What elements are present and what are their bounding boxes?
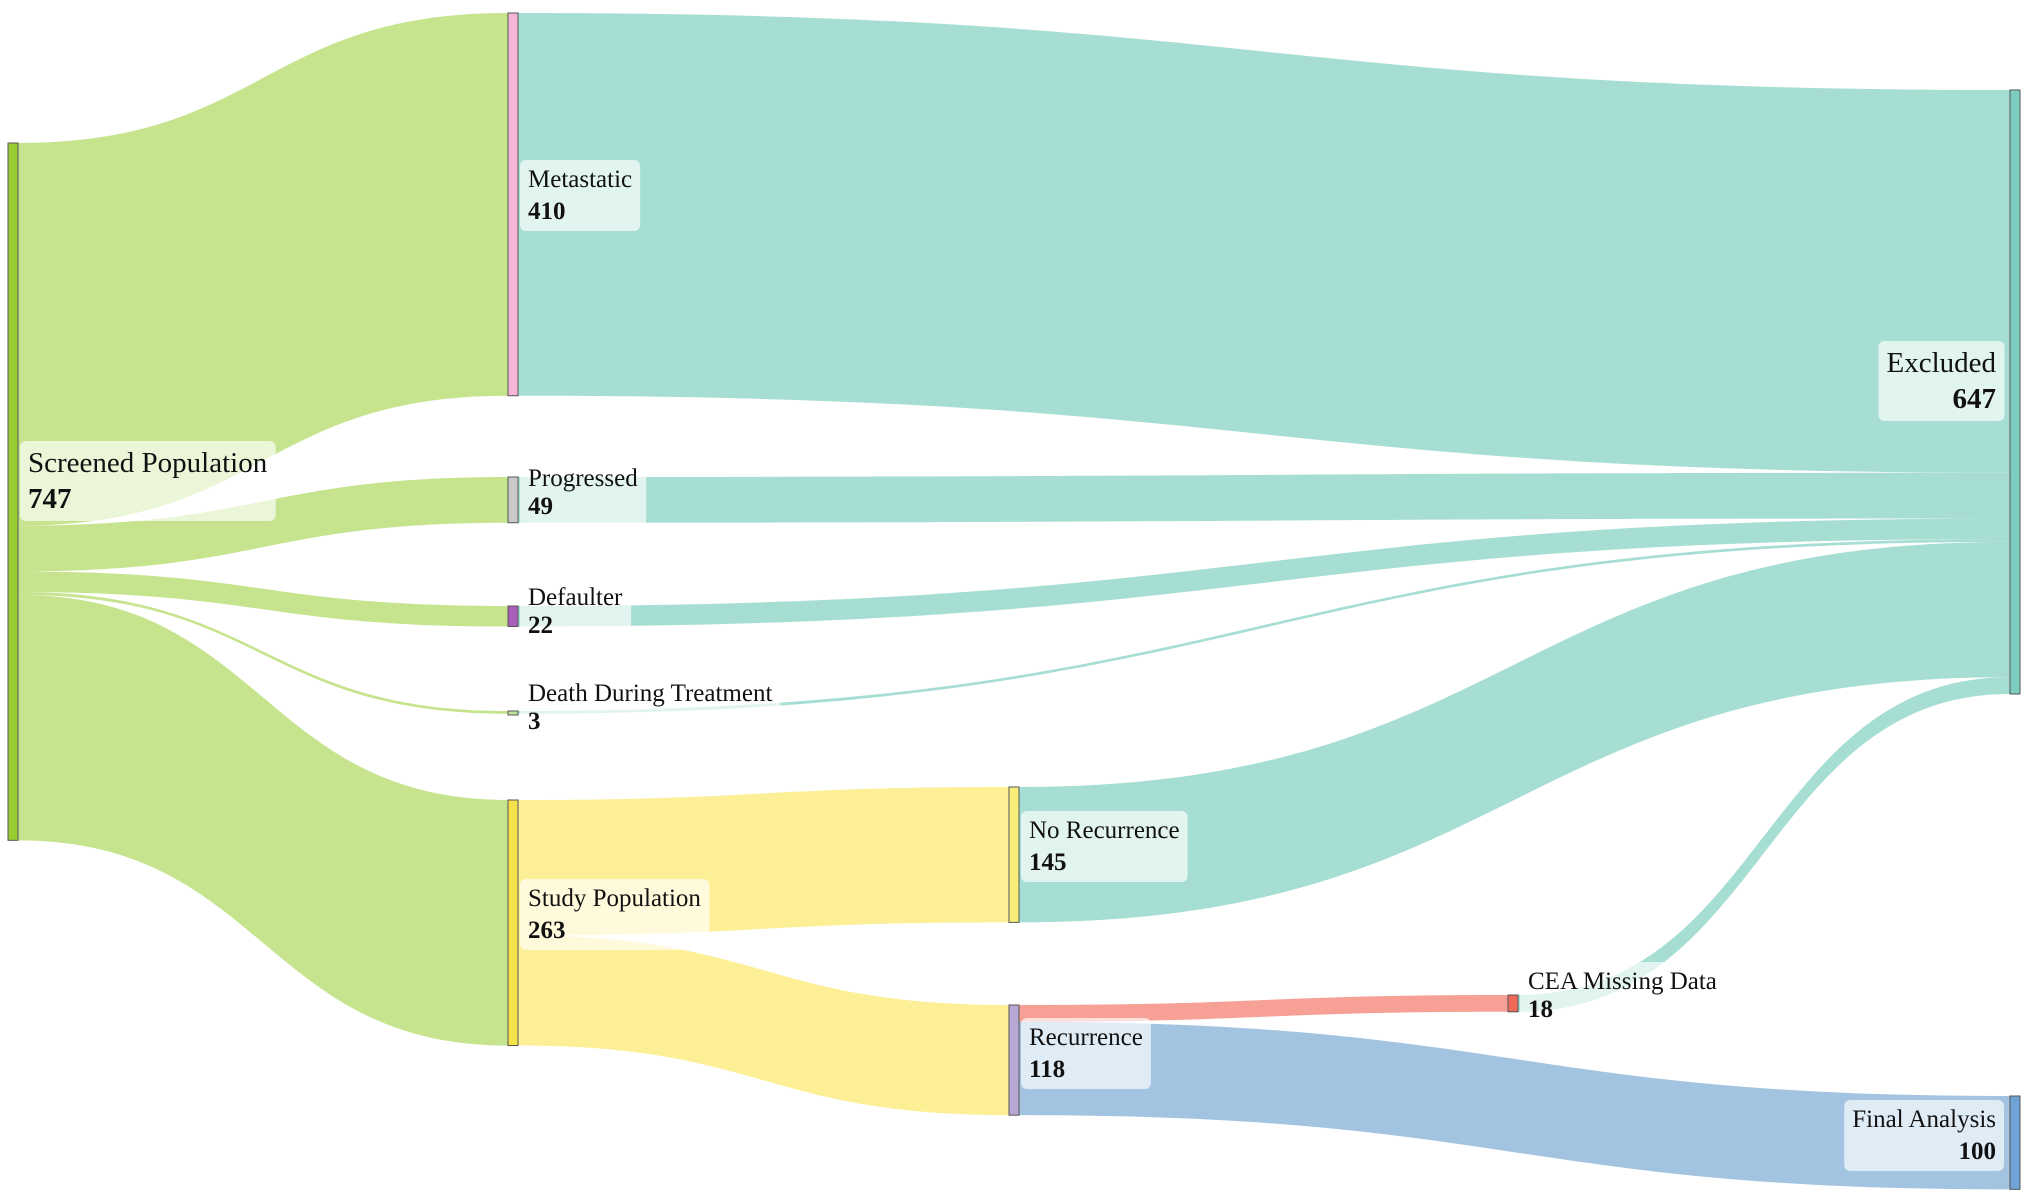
- link-screened-to-study: [18, 594, 508, 1046]
- node-value: 410: [528, 198, 566, 225]
- node-value: 18: [1528, 996, 1553, 1023]
- node-label-metastatic: Metastatic 410: [520, 160, 641, 231]
- link-recurrence-to-final: [1019, 1021, 2010, 1190]
- node-name: Final Analysis: [1852, 1106, 1996, 1133]
- node-label-no_recurrence: No Recurrence 145: [1021, 811, 1188, 882]
- node-name: Defaulter: [528, 584, 623, 611]
- node-name: Study Population: [528, 885, 701, 912]
- link-metastatic-to-excluded: [518, 13, 2010, 473]
- node-label-background: [520, 459, 647, 526]
- node-bar-metastatic[interactable]: [507, 12, 519, 397]
- node-label-background: [1878, 341, 2005, 421]
- node-name: Progressed: [528, 465, 638, 492]
- node-label-screened: Screened Population 747: [20, 441, 276, 521]
- node-name: Recurrence: [1029, 1024, 1143, 1051]
- node-label-recurrence: Recurrence 118: [1021, 1018, 1151, 1089]
- link-defaulter-to-excluded: [518, 518, 2010, 627]
- node-name: No Recurrence: [1029, 817, 1180, 844]
- node-label-background: [520, 674, 781, 741]
- node-label-final: Final Analysis 100: [1844, 1100, 2004, 1171]
- node-name: Excluded: [1886, 347, 1996, 379]
- node-bar-defaulter[interactable]: [507, 605, 519, 628]
- node-value: 647: [1953, 383, 1997, 415]
- link-no_recurrence-to-excluded: [1019, 541, 2010, 923]
- node-name: Metastatic: [528, 166, 632, 193]
- node-name: Death During Treatment: [528, 680, 772, 707]
- link-cea_missing-to-excluded: [1518, 677, 2010, 1012]
- sankey-links: [18, 13, 2010, 1190]
- node-name: CEA Missing Data: [1528, 968, 1717, 995]
- node-label-background: [520, 160, 641, 231]
- node-bar-recurrence[interactable]: [1008, 1004, 1020, 1116]
- node-value: 3: [528, 708, 541, 735]
- link-screened-to-metastatic: [18, 13, 508, 526]
- node-label-background: [520, 879, 710, 950]
- node-bar-screened[interactable]: [7, 142, 19, 841]
- node-bar-no_recurrence[interactable]: [1008, 786, 1020, 923]
- node-value: 22: [528, 612, 553, 639]
- link-screened-to-death: [18, 592, 508, 714]
- node-value: 100: [1959, 1138, 1997, 1165]
- node-name: Screened Population: [28, 447, 268, 479]
- link-progressed-to-excluded: [518, 472, 2010, 523]
- node-label-background: [520, 578, 632, 645]
- node-bar-progressed[interactable]: [507, 476, 519, 524]
- node-label-background: [20, 441, 276, 521]
- link-screened-to-defaulter: [18, 571, 508, 627]
- node-label-study: Study Population 263: [520, 879, 710, 950]
- node-value: 145: [1029, 849, 1067, 876]
- sankey-labels: Screened Population 747 Metastatic 410 Progr…: [20, 160, 2005, 1171]
- node-bar-study[interactable]: [507, 799, 519, 1047]
- node-value: 747: [28, 483, 72, 515]
- node-label-background: [1021, 1018, 1151, 1089]
- link-screened-to-progressed: [18, 477, 508, 572]
- node-value: 118: [1029, 1056, 1065, 1083]
- node-value: 49: [528, 493, 553, 520]
- node-label-background: [1520, 962, 1725, 1029]
- node-bar-cea_missing[interactable]: [1507, 994, 1519, 1013]
- node-value: 263: [528, 917, 566, 944]
- node-bar-final[interactable]: [2009, 1095, 2021, 1190]
- sankey-nodes: [7, 12, 2021, 1190]
- node-bar-excluded[interactable]: [2009, 89, 2021, 695]
- node-bar-death[interactable]: [507, 710, 519, 716]
- link-recurrence-to-cea_missing: [1019, 995, 1508, 1022]
- node-label-background: [1021, 811, 1188, 882]
- link-death-to-excluded: [518, 539, 2010, 714]
- node-label-excluded: Excluded 647: [1878, 341, 2005, 421]
- node-label-background: [1844, 1100, 2004, 1171]
- link-study-to-recurrence: [518, 935, 1009, 1116]
